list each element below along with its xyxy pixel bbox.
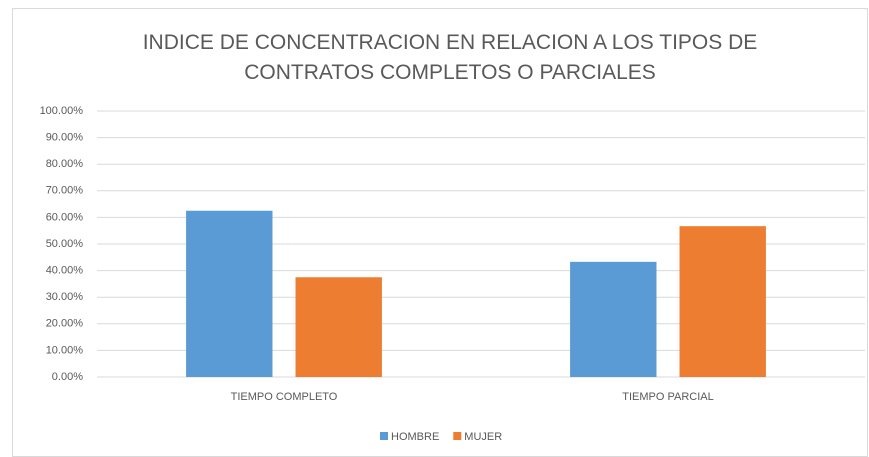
bar xyxy=(679,226,766,377)
y-tick-label: 40.00% xyxy=(46,265,84,277)
x-tick-label: TIEMPO PARCIAL xyxy=(622,391,713,403)
legend-swatch xyxy=(453,432,462,440)
y-tick-label: 60.00% xyxy=(46,211,84,223)
legend-label: MUJER xyxy=(464,431,502,443)
y-tick-label: 80.00% xyxy=(46,158,84,170)
chart-title: INDICE DE CONCENTRACION EN RELACION A LO… xyxy=(142,31,758,84)
legend-label: HOMBRE xyxy=(391,431,439,443)
y-tick-label: 20.00% xyxy=(46,318,84,330)
bar xyxy=(295,277,382,377)
y-tick-label: 70.00% xyxy=(46,185,84,197)
y-tick-label: 0.00% xyxy=(52,371,83,383)
y-tick-label: 30.00% xyxy=(46,291,84,303)
y-tick-label: 90.00% xyxy=(46,132,84,144)
legend-swatch xyxy=(380,432,388,440)
y-tick-label: 10.00% xyxy=(46,344,84,356)
y-tick-label: 100.00% xyxy=(40,105,84,117)
x-tick-label: TIEMPO COMPLETO xyxy=(231,391,338,403)
bar xyxy=(570,261,657,377)
bar xyxy=(186,210,273,377)
y-tick-label: 50.00% xyxy=(46,238,84,250)
